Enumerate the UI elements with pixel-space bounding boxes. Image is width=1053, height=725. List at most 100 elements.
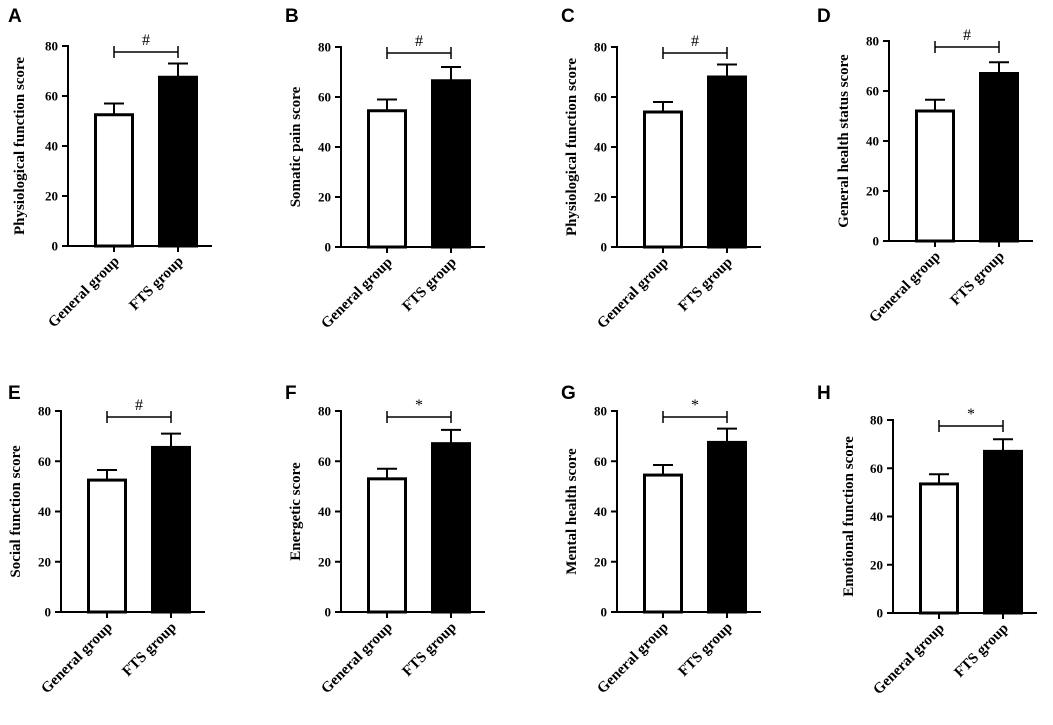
chart-panel-b: B Somatic pain score 0 20 40 60 80 General grou… [285, 6, 485, 332]
y-tick-label: 20 [594, 554, 607, 569]
y-tick-label: 20 [45, 189, 58, 204]
x-tick-label: General group [866, 249, 943, 326]
panel-letter: F [285, 383, 297, 404]
y-tick-label: 80 [318, 404, 331, 419]
y-tick-label: 60 [318, 90, 331, 105]
y-tick-label: 40 [594, 140, 607, 155]
bar-fts-group [151, 445, 191, 614]
y-tick-label: 20 [38, 554, 51, 569]
bar-general-group [643, 473, 683, 614]
x-tick-label: FTS group [675, 255, 735, 315]
x-tick-label: FTS group [951, 621, 1011, 681]
y-tick-label: 0 [45, 605, 52, 620]
y-tick-label: 80 [594, 40, 607, 55]
bar-fts-group [707, 75, 747, 249]
y-tick-label: 0 [601, 605, 608, 620]
y-axis-label: Energetic score [288, 462, 304, 561]
significance-marker: * [415, 397, 423, 414]
bar-fts-group [431, 442, 471, 614]
panel-letter: C [561, 6, 575, 27]
chart-panel-c: C Physiological function score 0 20 40 60 80 Ge… [561, 6, 761, 332]
y-tick-label: 20 [866, 184, 879, 199]
y-tick-label: 60 [870, 461, 883, 476]
significance-marker: # [415, 33, 423, 50]
y-axis-label: Physiological function score [12, 57, 28, 235]
chart-panel-d: D General health status score 0 20 40 60 80 Gen… [817, 6, 1033, 326]
y-tick-label: 80 [45, 39, 58, 54]
panel-letter: D [817, 6, 831, 27]
bar-general-group [87, 478, 127, 614]
panel-letter: G [561, 383, 576, 404]
bar-fts-group [979, 72, 1019, 243]
y-tick-label: 60 [594, 454, 607, 469]
significance-marker: * [967, 406, 975, 423]
y-tick-label: 40 [870, 509, 883, 524]
y-tick-label: 80 [594, 404, 607, 419]
x-tick-label: General group [318, 620, 395, 697]
y-tick-label: 20 [870, 557, 883, 572]
y-tick-label: 80 [318, 40, 331, 55]
bar-fts-group [707, 440, 747, 614]
y-tick-label: 40 [318, 140, 331, 155]
bar-fts-group [983, 449, 1023, 615]
y-tick-label: 20 [318, 554, 331, 569]
y-tick-label: 40 [38, 504, 51, 519]
y-tick-label: 80 [870, 413, 883, 428]
x-tick-label: FTS group [399, 255, 459, 315]
bar-general-group [643, 110, 683, 249]
x-tick-label: General group [38, 620, 115, 697]
y-tick-label: 20 [594, 190, 607, 205]
y-axis-label: Somatic pain score [288, 86, 304, 207]
y-tick-label: 80 [866, 34, 879, 49]
panel-letter: A [8, 6, 22, 27]
y-tick-label: 0 [873, 234, 880, 249]
significance-marker: # [963, 27, 971, 44]
y-tick-label: 0 [325, 605, 332, 620]
bar-general-group [367, 477, 407, 614]
x-tick-label: General group [318, 255, 395, 332]
y-axis-label: Social function score [8, 445, 24, 578]
chart-panel-h: H Emotional function score 0 20 40 60 80 Genera… [817, 383, 1037, 698]
y-tick-label: 60 [594, 90, 607, 105]
significance-marker: # [691, 33, 699, 50]
y-axis-label: Emotional function score [841, 436, 857, 597]
y-axis-label: Physiological function score [564, 58, 580, 236]
significance-marker: * [691, 397, 699, 414]
y-axis-label: General health status score [836, 54, 852, 228]
y-tick-label: 40 [318, 504, 331, 519]
y-tick-label: 60 [866, 84, 879, 99]
y-tick-label: 40 [45, 139, 58, 154]
x-tick-label: General group [594, 620, 671, 697]
y-tick-label: 40 [866, 134, 879, 149]
chart-panel-e: E Social function score 0 20 40 60 80 General g… [8, 383, 205, 697]
x-tick-label: General group [45, 254, 122, 331]
x-tick-label: FTS group [399, 620, 459, 680]
bar-fts-group [158, 75, 198, 248]
bar-fts-group [431, 79, 471, 249]
x-tick-label: FTS group [947, 249, 1007, 309]
panel-letter: H [817, 383, 831, 404]
x-tick-label: FTS group [119, 620, 179, 680]
y-tick-label: 40 [594, 504, 607, 519]
y-tick-label: 60 [318, 454, 331, 469]
y-tick-label: 60 [38, 454, 51, 469]
x-tick-label: FTS group [675, 620, 735, 680]
y-tick-label: 80 [38, 404, 51, 419]
y-tick-label: 0 [325, 240, 332, 255]
y-tick-label: 0 [52, 239, 59, 254]
y-axis-label: Mental health score [564, 448, 580, 575]
significance-marker: # [142, 32, 150, 49]
x-tick-label: General group [870, 621, 947, 698]
chart-panel-f: F Energetic score 0 20 40 60 80 General group FT… [285, 383, 485, 697]
chart-panel-g: G Mental health score 0 20 40 60 80 General gro… [561, 383, 761, 697]
y-tick-label: 0 [877, 606, 884, 621]
y-tick-label: 20 [318, 190, 331, 205]
significance-marker: # [135, 397, 143, 414]
y-tick-label: 60 [45, 89, 58, 104]
bar-general-group [915, 109, 955, 243]
panel-letter: E [8, 383, 21, 404]
panel-letter: B [285, 6, 299, 27]
bar-general-group [94, 113, 134, 248]
bar-general-group [919, 482, 959, 615]
